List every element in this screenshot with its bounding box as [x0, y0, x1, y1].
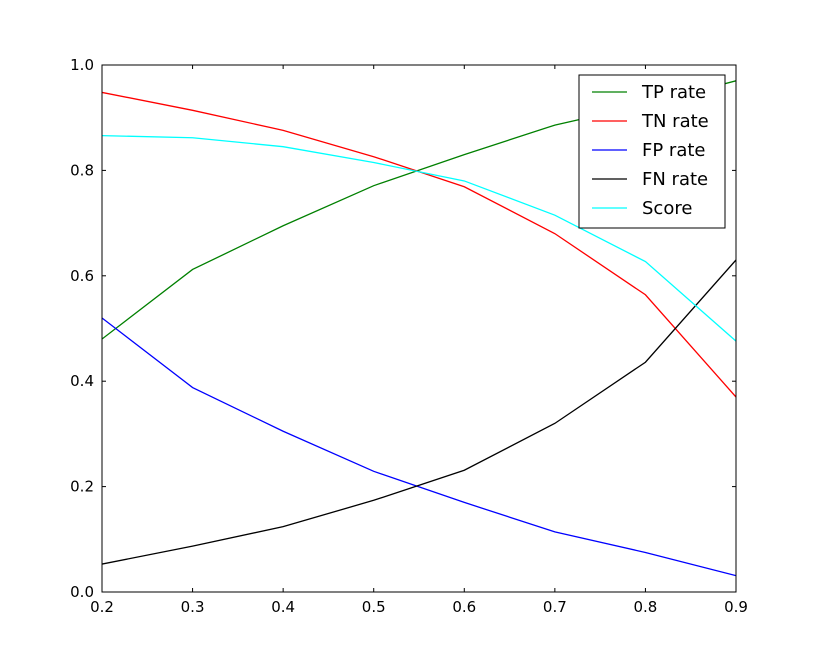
x-tick-label: 0.9: [724, 598, 748, 616]
legend-label-tn-rate: TN rate: [641, 111, 709, 132]
series-line-score: [102, 134, 736, 342]
y-tick-label: 0.4: [70, 372, 94, 390]
x-tick-label: 0.3: [181, 598, 205, 616]
legend-label-fp-rate: FP rate: [642, 140, 706, 161]
y-tick-label: 0.2: [70, 478, 94, 496]
axis-ticks: [101, 64, 737, 593]
y-tick-label: 0.8: [70, 161, 94, 179]
plot-frame: [101, 64, 737, 593]
legend-label-fn-rate: FN rate: [642, 169, 708, 190]
x-tick-label: 0.2: [90, 598, 114, 616]
series-line-fn-rate: [102, 259, 736, 565]
y-tick-label: 0.0: [70, 583, 94, 601]
x-tick-label: 0.7: [543, 598, 567, 616]
y-axis-tick-labels: 0.0 0.2 0.4 0.6 0.8 1.0: [70, 56, 94, 601]
series-line-fp-rate: [102, 317, 736, 577]
y-tick-label: 0.6: [70, 267, 94, 285]
x-tick-label: 0.5: [362, 598, 386, 616]
legend-label-score: Score: [642, 198, 692, 219]
y-tick-label: 1.0: [70, 56, 94, 74]
x-tick-label: 0.6: [452, 598, 476, 616]
x-tick-label: 0.4: [271, 598, 295, 616]
x-tick-label: 0.8: [633, 598, 657, 616]
legend-box: [578, 74, 726, 229]
x-axis-tick-labels: 0.2 0.3 0.4 0.5 0.6 0.7 0.8 0.9: [90, 598, 748, 616]
legend-label-tp-rate: TP rate: [641, 82, 706, 103]
legend: TP rate TN rate FP rate FN rate Score: [578, 74, 726, 229]
